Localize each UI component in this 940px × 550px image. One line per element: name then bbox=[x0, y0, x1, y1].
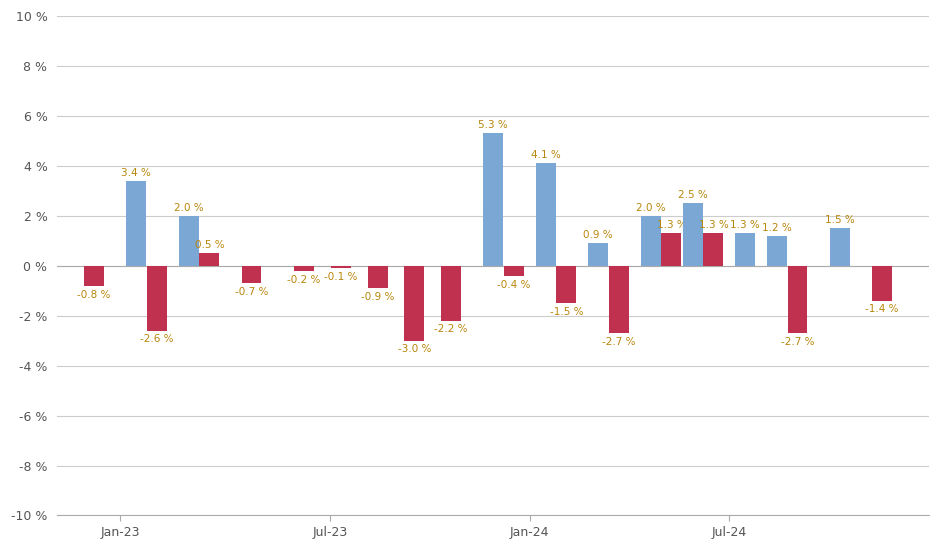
Bar bbox=[609, 266, 629, 333]
Bar bbox=[703, 233, 724, 266]
Text: 2.5 %: 2.5 % bbox=[678, 190, 708, 200]
Bar bbox=[588, 243, 608, 266]
Text: -0.4 %: -0.4 % bbox=[497, 279, 530, 289]
Text: -1.5 %: -1.5 % bbox=[550, 307, 583, 317]
Text: 2.0 %: 2.0 % bbox=[635, 202, 666, 213]
Bar bbox=[788, 266, 807, 333]
Text: 3.4 %: 3.4 % bbox=[121, 168, 151, 178]
Bar bbox=[536, 163, 556, 266]
Bar bbox=[199, 254, 219, 266]
Bar bbox=[179, 216, 198, 266]
Bar bbox=[735, 233, 755, 266]
Text: 2.0 %: 2.0 % bbox=[174, 202, 203, 213]
Text: -0.2 %: -0.2 % bbox=[288, 274, 321, 284]
Bar bbox=[830, 228, 850, 266]
Bar bbox=[441, 266, 461, 321]
Bar bbox=[767, 236, 787, 266]
Text: 1.3 %: 1.3 % bbox=[698, 220, 728, 230]
Bar bbox=[84, 266, 104, 286]
Text: 0.9 %: 0.9 % bbox=[584, 230, 613, 240]
Text: -2.7 %: -2.7 % bbox=[781, 337, 814, 347]
Text: -2.7 %: -2.7 % bbox=[603, 337, 635, 347]
Bar bbox=[242, 266, 261, 283]
Bar bbox=[662, 233, 682, 266]
Bar bbox=[682, 204, 703, 266]
Bar bbox=[871, 266, 892, 301]
Text: -3.0 %: -3.0 % bbox=[398, 344, 431, 354]
Text: -0.7 %: -0.7 % bbox=[235, 287, 268, 297]
Text: 5.3 %: 5.3 % bbox=[478, 120, 508, 130]
Bar bbox=[294, 266, 314, 271]
Text: -2.2 %: -2.2 % bbox=[434, 324, 468, 334]
Text: 4.1 %: 4.1 % bbox=[531, 150, 560, 160]
Bar bbox=[126, 181, 146, 266]
Text: -2.6 %: -2.6 % bbox=[140, 334, 174, 344]
Text: 1.3 %: 1.3 % bbox=[730, 220, 760, 230]
Text: -0.8 %: -0.8 % bbox=[77, 289, 111, 300]
Text: 1.2 %: 1.2 % bbox=[761, 223, 791, 233]
Text: -0.1 %: -0.1 % bbox=[324, 272, 357, 282]
Text: 1.3 %: 1.3 % bbox=[656, 220, 686, 230]
Bar bbox=[504, 266, 524, 276]
Text: 0.5 %: 0.5 % bbox=[195, 240, 224, 250]
Text: 1.5 %: 1.5 % bbox=[824, 215, 854, 225]
Bar bbox=[147, 266, 166, 331]
Bar bbox=[641, 216, 661, 266]
Bar bbox=[368, 266, 387, 288]
Text: -1.4 %: -1.4 % bbox=[865, 305, 899, 315]
Text: -0.9 %: -0.9 % bbox=[361, 292, 394, 302]
Bar bbox=[404, 266, 424, 340]
Bar bbox=[483, 134, 503, 266]
Bar bbox=[556, 266, 576, 303]
Bar bbox=[331, 266, 351, 268]
